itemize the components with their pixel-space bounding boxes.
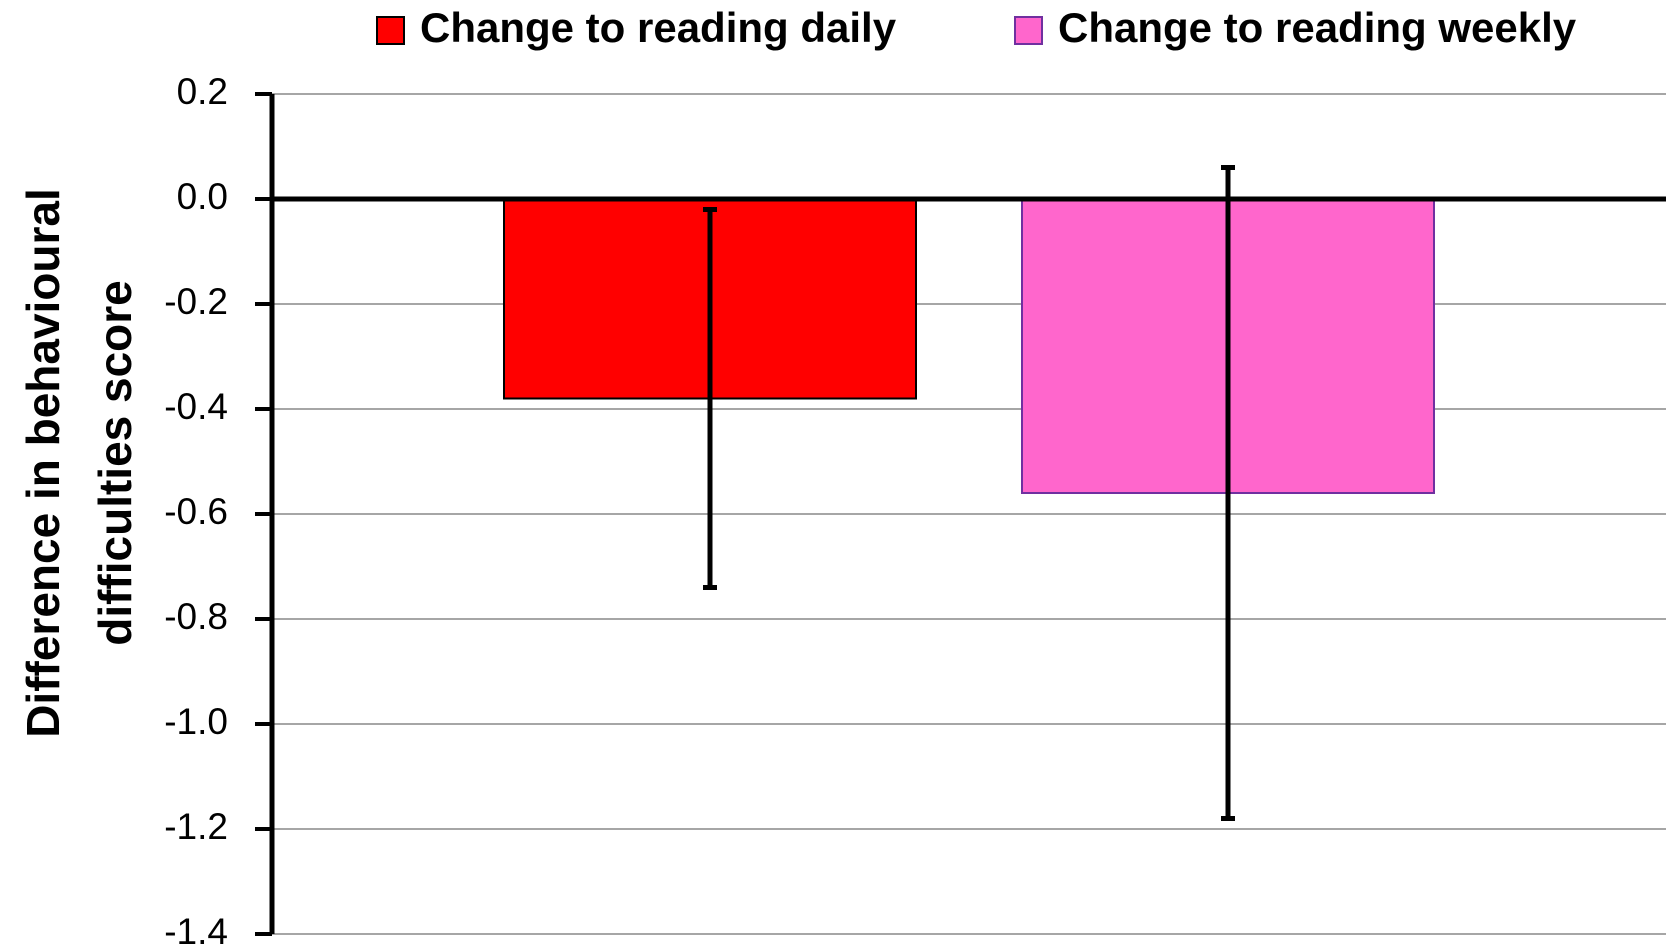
legend-swatch — [376, 16, 405, 45]
legend-label: Change to reading daily — [420, 4, 897, 51]
legend-label: Change to reading weekly — [1058, 4, 1577, 51]
y-tick-label: 0.0 — [177, 176, 228, 217]
y-tick-label: -1.4 — [164, 911, 228, 949]
y-axis-title-line: difficulties score — [89, 280, 141, 646]
y-tick-label: 0.2 — [177, 71, 228, 112]
y-axis-title-line: Difference in behavioural — [17, 188, 69, 738]
y-axis-title: Difference in behavioural difficulties s… — [17, 188, 141, 738]
y-tick-label: -0.2 — [164, 281, 228, 322]
legend-item: Change to reading weekly — [1014, 4, 1577, 51]
y-tick-label: -0.6 — [164, 491, 228, 532]
legend-item: Change to reading daily — [376, 4, 897, 51]
y-tick-label: -1.2 — [164, 806, 228, 847]
y-tick-label: -1.0 — [164, 701, 228, 742]
y-tick-label: -0.4 — [164, 386, 228, 427]
y-tick-label: -0.8 — [164, 596, 228, 637]
legend-swatch — [1014, 16, 1043, 45]
